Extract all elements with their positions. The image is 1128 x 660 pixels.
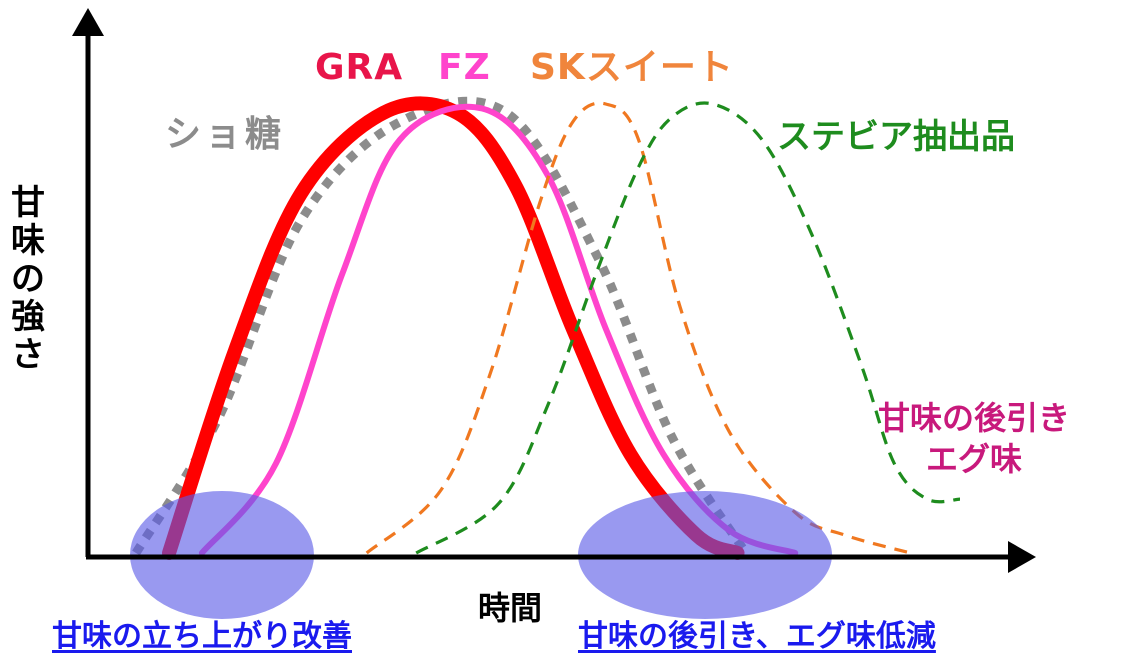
x-axis-label: 時間 (478, 589, 543, 627)
footer-link-onset[interactable]: 甘味の立ち上がり改善 (52, 619, 352, 654)
legend-label-fz: FZ (438, 47, 491, 88)
legend-label-stevia: ステビア抽出品 (777, 117, 1015, 157)
annotation-aftertaste: 甘味の後引き エグ味 (878, 398, 1070, 480)
y-axis-char-1: 甘 (11, 183, 45, 223)
y-axis-arrow (72, 8, 104, 36)
series-line-sucrose (132, 96, 750, 556)
axes (72, 8, 1036, 573)
legend-label-gra: GRA (315, 47, 404, 88)
annotation-line-2: エグ味 (926, 439, 1023, 478)
series-layer (132, 96, 961, 560)
y-axis-char-2: 味 (11, 221, 45, 261)
series-line-gra (162, 96, 745, 560)
legend-label-sucrose: ショ糖 (165, 114, 286, 155)
series-line-stevia (415, 101, 961, 555)
y-axis-char-5: さ (11, 335, 45, 375)
annotation-line-1: 甘味の後引き (878, 399, 1071, 437)
series-line-sk (365, 101, 912, 555)
x-axis-arrow (1008, 541, 1036, 573)
series-line-fz (198, 103, 799, 556)
footer-link-aftertaste[interactable]: 甘味の後引き、エグ味低減 (578, 619, 936, 654)
y-axis-char-4: 強 (11, 297, 45, 337)
y-axis-char-3: の (11, 259, 45, 299)
legend-label-sk: SKスイート (530, 47, 734, 88)
y-axis-label: 甘 味 の 強 さ (6, 186, 50, 376)
